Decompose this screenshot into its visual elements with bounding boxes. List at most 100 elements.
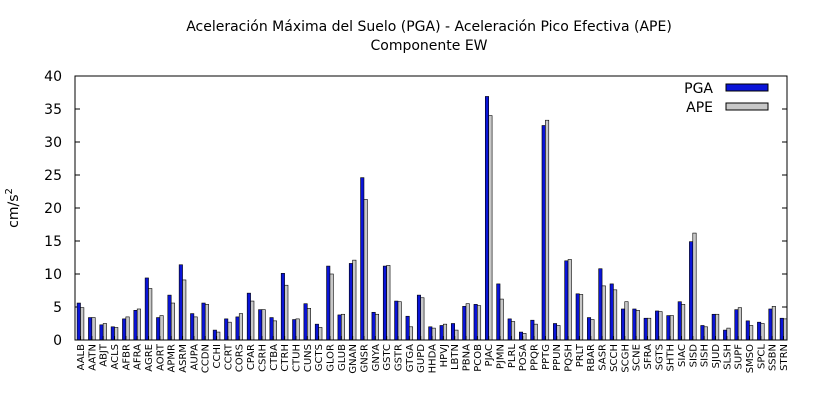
bar-ape-pjac [488, 115, 493, 341]
y-tick-label: 25 [44, 168, 62, 184]
x-tick-label: AALB [76, 344, 87, 371]
x-tick-label: PQSH [564, 344, 575, 372]
x-tick-label: PRLT [575, 343, 586, 367]
bar-ape-smso [749, 325, 754, 341]
bar-ape-sish [703, 326, 708, 341]
y-axis-ticks: 0 5 10 15 20 25 30 35 40 [44, 69, 787, 349]
bar-pga-pjmn [496, 283, 501, 341]
x-tick-label: ACLS [110, 344, 121, 370]
x-tick-label: PLRL [507, 344, 518, 369]
bar-ape-sfra [647, 317, 652, 341]
bar-ape-apmr [170, 302, 175, 341]
x-tick-label: SHTH [666, 344, 677, 372]
bar-pga-pjac [484, 96, 489, 341]
bar-ape-strn [783, 318, 788, 341]
bar-ape-asrm [182, 279, 187, 341]
chart-subtitle: Componente EW [370, 38, 487, 54]
bar-ape-aatn [91, 317, 96, 341]
bar-ape-abjt [102, 323, 107, 341]
bar-pga-scgh [621, 308, 626, 341]
x-tick-label: GNYA [371, 344, 382, 372]
bar-ape-aalb [80, 307, 85, 341]
x-tick-label: SASR [598, 344, 609, 371]
legend-label-ape: APE [686, 100, 713, 116]
bar-pga-strn [779, 317, 784, 341]
bar-ape-pqsh [567, 259, 572, 341]
x-tick-label: GLUB [337, 344, 348, 371]
bar-ape-sgts [658, 311, 663, 341]
bar-pga-gnan [348, 263, 353, 341]
x-tick-label: SGTS [654, 344, 665, 370]
x-tick-label: SPCL [756, 344, 767, 369]
bar-ape-cchi [216, 331, 221, 341]
bar-ape-afra [136, 308, 141, 341]
bar-pga-gstc [382, 265, 387, 341]
x-tick-label: SMSO [745, 344, 756, 373]
x-tick-label: SJUD [711, 344, 722, 369]
x-tick-label: STRN [779, 344, 790, 371]
bar-pga-gstr [394, 300, 399, 341]
x-tick-label: AORT [155, 343, 166, 371]
bar-pga-pptg [541, 125, 546, 341]
x-tick-label: AUPA [189, 344, 200, 371]
x-tick-label: SISD [688, 344, 699, 368]
bar-pga-spcl [757, 321, 762, 341]
bar-pga-gcts [314, 323, 319, 341]
y-axis-label-main: cm/s [6, 195, 22, 228]
bar-pga-lbtn [450, 323, 455, 341]
x-tick-label: SFRA [643, 344, 654, 370]
bar-pga-ctrh [280, 273, 285, 341]
x-tick-label: PBNA [462, 344, 473, 371]
x-tick-label: SCNE [632, 344, 643, 371]
bar-ape-sjud [715, 313, 720, 341]
bar-pga-rbar [587, 317, 592, 341]
bar-pga-smso [745, 320, 750, 341]
bar-pga-gupd [416, 294, 421, 341]
x-tick-label: HPVJ [439, 344, 450, 367]
y-tick-label: 15 [44, 234, 62, 250]
bar-ape-gtga [409, 326, 414, 341]
bar-ape-cuns [306, 308, 311, 341]
bar-pga-afbr [122, 318, 127, 341]
bar-pga-agre [144, 277, 149, 341]
x-tick-label: SIAC [677, 344, 688, 367]
bar-pga-gnya [371, 311, 376, 341]
x-tick-label: AFBR [121, 344, 132, 370]
bar-ape-posa [522, 333, 527, 341]
legend-swatch-ape [725, 102, 769, 111]
x-tick-label: PJMN [496, 344, 507, 369]
bar-pga-ssbn [768, 308, 773, 341]
x-tick-label: SCGH [620, 344, 631, 373]
bar-pga-cuns [303, 303, 308, 341]
x-tick-label: GNAN [348, 344, 359, 374]
bar-ape-hpvj [443, 323, 448, 341]
legend-swatch-pga [725, 83, 769, 92]
bar-ape-cors [238, 313, 243, 341]
x-tick-label: CCRT [223, 343, 234, 370]
x-tick-label: PJAC [484, 344, 495, 366]
bar-ape-scch [613, 289, 618, 341]
bar-ape-pptg [545, 119, 550, 341]
legend-label-pga: PGA [684, 81, 713, 97]
bar-ape-ctuh [295, 318, 300, 341]
x-tick-label: GSTR [393, 344, 404, 371]
x-tick-label: PPUN [552, 344, 563, 371]
bar-pga-shth [666, 315, 671, 341]
x-tick-label: GLOR [325, 344, 336, 372]
bar-pga-gtga [405, 315, 410, 341]
x-tick-label: SSBN [768, 344, 779, 371]
y-tick-label: 5 [53, 300, 62, 316]
bar-ape-gnya [375, 313, 380, 341]
bar-ape-glor [329, 273, 334, 341]
plot-frame [74, 75, 788, 341]
bar-pga-hhda [428, 326, 433, 341]
bar-ape-ppqr [533, 323, 538, 341]
bar-ape-prlt [579, 294, 584, 341]
bar-pga-supf [734, 309, 739, 341]
bar-ape-aort [159, 315, 164, 341]
bar-pga-abjt [99, 324, 104, 341]
bar-pga-aort [156, 317, 161, 341]
x-tick-label: CTBA [269, 344, 280, 371]
bar-ape-plrl [511, 321, 516, 341]
